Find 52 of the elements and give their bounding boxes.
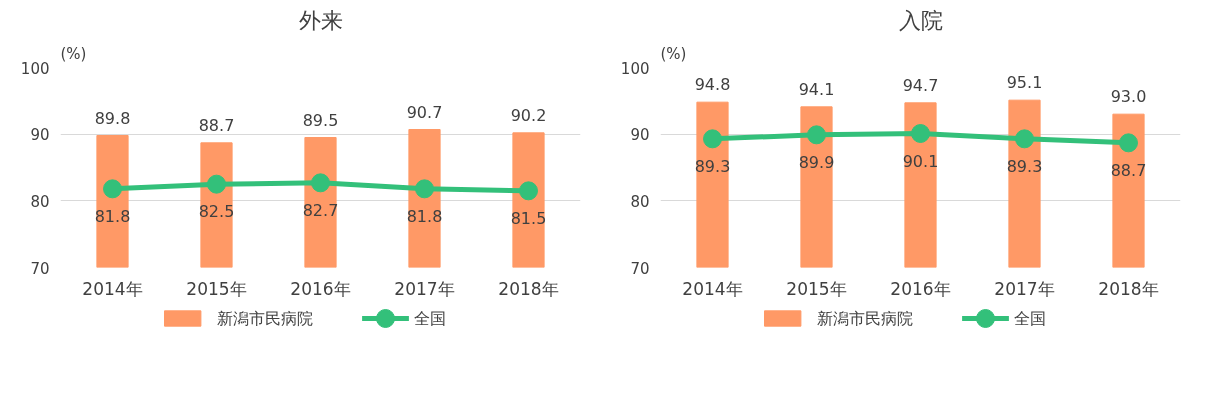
x-tick-label: 2018年 [1098,278,1159,299]
chart-title: 入院 [898,7,943,33]
data-label: 88.7 [1110,160,1147,180]
data-label: 82.7 [302,200,339,220]
data-label: 94.7 [902,75,939,95]
data-label: 81.5 [510,208,547,228]
y-tick-label: 80 [30,192,50,211]
y-tick-label: 100 [20,59,50,78]
x-tick-label: 2016年 [290,278,351,299]
point [519,181,538,201]
y-tick-label: 90 [30,126,50,145]
y-axis-title: (%) [660,44,687,63]
x-tick-label: 2018年 [498,278,559,299]
point [911,124,930,143]
y-tick-label: 70 [30,259,50,278]
point [311,173,330,193]
point [103,179,122,199]
data-label: 90.7 [406,102,443,122]
data-label: 90.2 [510,105,547,125]
x-tick-label: 2014年 [82,278,143,299]
chart-title: 外来 [298,7,343,33]
y-tick-label: 90 [630,126,650,145]
data-label: 94.8 [694,75,731,95]
x-tick-label: 2014年 [682,278,743,299]
y-axis-title: (%) [60,44,87,63]
y-tick-label: 100 [620,59,650,78]
point [703,129,722,149]
y-tick-label: 80 [630,192,650,211]
point [415,179,434,199]
point [207,174,226,194]
data-label: 89.3 [1006,156,1043,176]
data-label: 88.7 [198,115,235,135]
legend-label: 全国 [1014,309,1047,328]
x-tick-label: 2017年 [394,278,455,299]
x-tick-label: 2015年 [786,278,847,299]
legend-label: 全国 [414,309,447,328]
point [1119,133,1138,153]
data-label: 94.1 [798,79,835,99]
x-tick-label: 2015年 [186,278,247,299]
y-tick-label: 70 [630,259,650,278]
data-label: 93.0 [1110,87,1147,107]
legend-label: 新潟市民病院 [216,309,313,328]
data-label: 89.5 [302,110,339,130]
point [1015,129,1034,149]
data-label: 82.5 [198,202,235,222]
data-label: 89.3 [694,156,731,176]
point [807,125,826,145]
legend-label: 新潟市民病院 [816,309,913,328]
data-label: 89.8 [94,108,131,128]
x-tick-label: 2016年 [890,278,951,299]
data-label: 95.1 [1006,73,1043,93]
x-tick-label: 2017年 [994,278,1055,299]
